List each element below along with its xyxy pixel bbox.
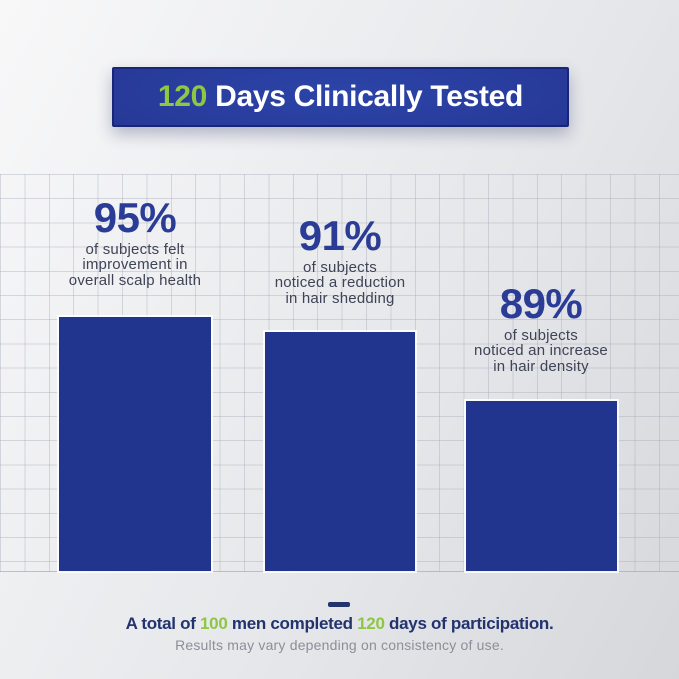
bar-hair-shedding	[265, 332, 415, 571]
footer-summary: A total of 100 men completed 120 days of…	[0, 614, 679, 634]
stat-group-hair-shedding: 91% of subjects noticed a reduction in h…	[225, 214, 455, 306]
footer-divider-dash	[328, 602, 350, 607]
bar-scalp-health	[59, 317, 211, 571]
page-title: 120 Days Clinically Tested	[158, 80, 523, 114]
caption-line: in hair density	[493, 357, 589, 375]
percent-value: 95%	[93, 194, 177, 241]
stat-group-hair-density: 89% of subjects noticed an increase in h…	[426, 282, 656, 374]
bar-hair-density	[466, 401, 617, 571]
footer-days-count: 120	[357, 614, 385, 633]
stat-caption: of subjects felt improvement in overall …	[20, 242, 250, 288]
footer-text-part: days of participation.	[384, 614, 554, 633]
title-highlight-days-count: 120	[157, 80, 208, 113]
footer-disclaimer: Results may vary depending on consistenc…	[175, 637, 504, 653]
caption-line: improvement in	[82, 256, 188, 274]
stat-caption: of subjects noticed a reduction in hair …	[225, 260, 455, 306]
caption-line: of subjects	[303, 259, 377, 276]
caption-line: in hair shedding	[285, 289, 395, 307]
footer-men-count: 100	[200, 614, 228, 633]
caption-line: noticed an increase	[474, 342, 608, 360]
caption-line: noticed a reduction	[274, 274, 406, 292]
stat-group-scalp-health: 95% of subjects felt improvement in over…	[20, 196, 250, 288]
footer-text-part: A total of	[125, 614, 201, 633]
title-rest: Days Clinically Tested	[207, 80, 524, 113]
caption-line: of subjects felt	[85, 241, 185, 258]
caption-line: overall scalp health	[68, 271, 202, 289]
footer-text-part: men completed	[227, 614, 358, 633]
percent-value: 89%	[499, 280, 583, 327]
stat-caption: of subjects noticed an increase in hair …	[426, 328, 656, 374]
header-banner: 120 Days Clinically Tested	[112, 67, 569, 127]
percent-value: 91%	[298, 212, 382, 259]
caption-line: of subjects	[504, 327, 578, 344]
